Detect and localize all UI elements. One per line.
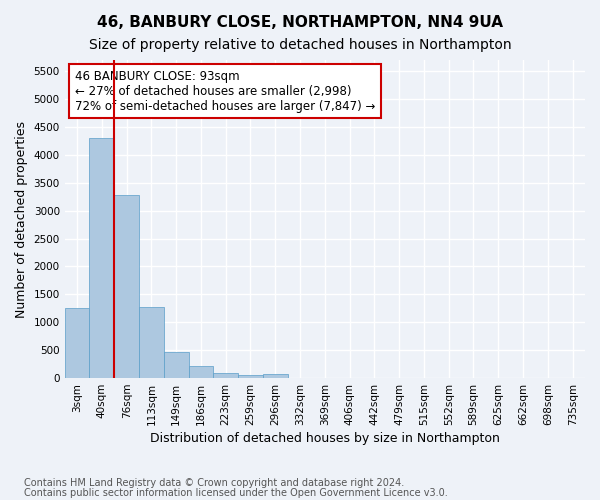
Bar bbox=[114, 195, 139, 378]
Bar bbox=[188, 366, 214, 378]
Text: 46 BANBURY CLOSE: 93sqm
← 27% of detached houses are smaller (2,998)
72% of semi: 46 BANBURY CLOSE: 93sqm ← 27% of detache… bbox=[75, 70, 376, 112]
Text: Size of property relative to detached houses in Northampton: Size of property relative to detached ho… bbox=[89, 38, 511, 52]
Text: Contains HM Land Registry data © Crown copyright and database right 2024.: Contains HM Land Registry data © Crown c… bbox=[24, 478, 404, 488]
Bar bbox=[65, 308, 89, 378]
Bar bbox=[238, 375, 263, 378]
Bar bbox=[89, 138, 114, 378]
Text: 46, BANBURY CLOSE, NORTHAMPTON, NN4 9UA: 46, BANBURY CLOSE, NORTHAMPTON, NN4 9UA bbox=[97, 15, 503, 30]
Y-axis label: Number of detached properties: Number of detached properties bbox=[15, 120, 28, 318]
X-axis label: Distribution of detached houses by size in Northampton: Distribution of detached houses by size … bbox=[150, 432, 500, 445]
Bar bbox=[139, 307, 164, 378]
Bar bbox=[214, 373, 238, 378]
Bar bbox=[263, 374, 287, 378]
Bar bbox=[164, 352, 188, 378]
Text: Contains public sector information licensed under the Open Government Licence v3: Contains public sector information licen… bbox=[24, 488, 448, 498]
